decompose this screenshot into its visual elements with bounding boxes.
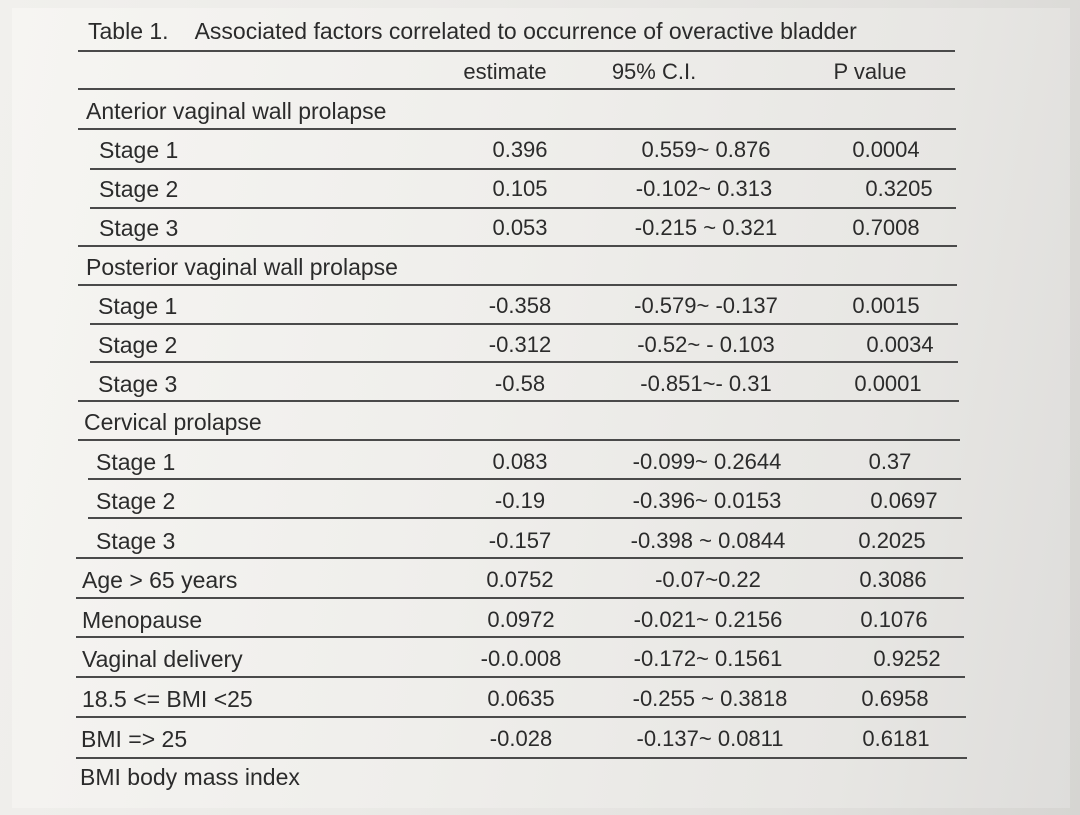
cell-ci: -0.255 ~ 0.3818 <box>632 686 788 711</box>
cell-estimate: 0.083 <box>492 449 548 474</box>
cell-p-value: 0.0001 <box>854 371 922 396</box>
paper-sheet <box>12 8 1070 808</box>
cell-p-value: 0.6181 <box>862 726 930 751</box>
row-label: Stage 1 <box>98 293 178 319</box>
cell-estimate: 0.105 <box>492 176 548 201</box>
table-rule <box>76 716 966 718</box>
header-estimate: estimate <box>463 59 547 84</box>
table-rule <box>78 128 956 130</box>
cell-ci: -0.137~ 0.0811 <box>636 726 784 751</box>
cell-p-value: 0.7008 <box>852 215 920 240</box>
row-label: BMI => 25 <box>81 726 188 752</box>
row-label: Stage 2 <box>98 332 178 358</box>
cell-p-value: 0.0034 <box>866 332 934 357</box>
table-rule <box>78 284 957 286</box>
table-rule <box>88 478 961 480</box>
row-label: Vaginal delivery <box>82 646 243 672</box>
table-rule <box>88 517 962 519</box>
cell-estimate: -0.358 <box>488 293 552 318</box>
cell-ci: -0.102~ 0.313 <box>635 176 773 201</box>
cell-p-value: 0.9252 <box>873 646 941 671</box>
row-label: Menopause <box>82 607 203 633</box>
table-rule <box>78 400 959 402</box>
cell-p-value: 0.3205 <box>865 176 933 201</box>
cell-estimate: 0.0972 <box>487 607 555 632</box>
cell-ci: -0.851~- 0.31 <box>640 371 772 396</box>
row-label: Stage 3 <box>98 371 178 397</box>
row-label: Stage 1 <box>99 137 179 163</box>
row-label: Stage 2 <box>99 176 179 202</box>
table-rule <box>90 361 958 363</box>
cell-ci: -0.07~0.22 <box>655 567 761 592</box>
table-rule <box>78 50 955 52</box>
cell-p-value: 0.3086 <box>859 567 927 592</box>
row-label: Stage 3 <box>96 528 176 554</box>
table-footnote: BMI body mass index <box>80 764 300 790</box>
cell-p-value: 0.0004 <box>852 137 920 162</box>
row-label: Stage 3 <box>99 215 179 241</box>
section-label: Posterior vaginal wall prolapse <box>86 254 398 280</box>
table-rule <box>78 439 960 441</box>
cell-p-value: 0.0697 <box>870 488 938 513</box>
table-rule <box>78 88 955 90</box>
table-caption: Associated factors correlated to occurre… <box>194 18 857 44</box>
cell-estimate: -0.157 <box>488 528 552 553</box>
table-rule <box>78 245 957 247</box>
cell-ci: -0.215 ~ 0.321 <box>634 215 778 240</box>
cell-ci: -0.172~ 0.1561 <box>633 646 783 671</box>
table-rule <box>90 168 956 170</box>
cell-ci: -0.579~ -0.137 <box>634 293 778 318</box>
cell-ci: -0.398 ~ 0.0844 <box>630 528 786 553</box>
row-label: Stage 2 <box>96 488 176 514</box>
cell-p-value: 0.6958 <box>861 686 929 711</box>
cell-estimate: -0.19 <box>494 488 546 513</box>
section-label: Anterior vaginal wall prolapse <box>86 98 387 124</box>
row-label: Age > 65 years <box>82 567 238 593</box>
cell-estimate: 0.396 <box>492 137 548 162</box>
table-title: Table 1. Associated factors correlated to… <box>88 18 857 45</box>
row-label: Stage 1 <box>96 449 176 475</box>
header-p-value: P value <box>833 59 907 84</box>
table-rule <box>76 757 967 759</box>
cell-ci: -0.52~ - 0.103 <box>637 332 775 357</box>
cell-p-value: 0.0015 <box>852 293 920 318</box>
cell-estimate: 0.0752 <box>486 567 554 592</box>
cell-p-value: 0.37 <box>868 449 912 474</box>
cell-estimate: -0.028 <box>489 726 553 751</box>
header-ci: 95% C.I. <box>611 59 697 84</box>
table-rule <box>90 323 958 325</box>
row-label: 18.5 <= BMI <25 <box>82 686 253 712</box>
cell-ci: -0.021~ 0.2156 <box>633 607 783 632</box>
cell-p-value: 0.2025 <box>858 528 926 553</box>
table-rule <box>76 597 964 599</box>
cell-estimate: -0.312 <box>488 332 552 357</box>
section-label: Cervical prolapse <box>84 409 262 435</box>
cell-ci: -0.396~ 0.0153 <box>632 488 782 513</box>
table-number: Table 1. <box>88 18 169 44</box>
cell-estimate: 0.053 <box>492 215 548 240</box>
table-rule <box>76 557 963 559</box>
cell-ci: -0.099~ 0.2644 <box>632 449 782 474</box>
table-rule <box>76 636 964 638</box>
cell-ci: 0.559~ 0.876 <box>641 137 771 162</box>
cell-estimate: 0.0635 <box>487 686 555 711</box>
table-rule <box>90 207 956 209</box>
cell-p-value: 0.1076 <box>860 607 928 632</box>
cell-estimate: -0.0.008 <box>480 646 562 671</box>
cell-estimate: -0.58 <box>494 371 546 396</box>
table-rule <box>76 676 965 678</box>
